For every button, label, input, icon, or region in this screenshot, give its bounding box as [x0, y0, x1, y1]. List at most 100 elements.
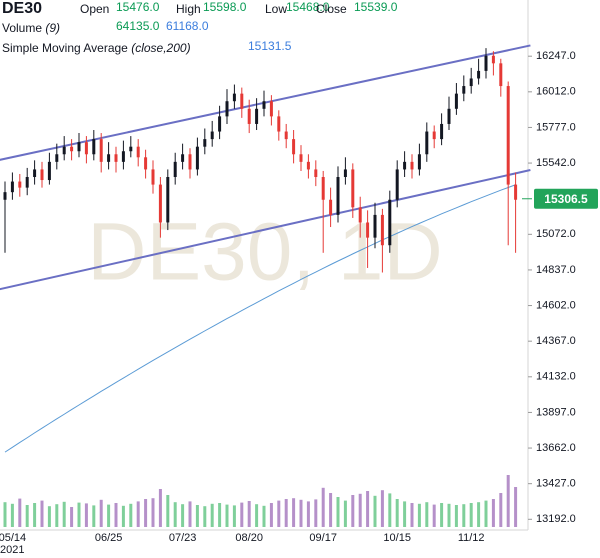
- candle-body: [314, 169, 318, 178]
- y-tick-label: 14132.0: [536, 371, 576, 383]
- low-value: 15468.0: [286, 0, 330, 14]
- volume-bar: [10, 503, 14, 527]
- candle-body: [3, 192, 7, 200]
- volume-bar: [114, 503, 118, 527]
- candle-body: [92, 139, 96, 155]
- volume-bar: [25, 505, 29, 527]
- x-tick-label: 07/23: [169, 532, 197, 544]
- candle-body: [469, 78, 473, 87]
- volume-bar: [432, 504, 436, 527]
- volume-bar: [195, 505, 199, 527]
- open-value: 15476.0: [116, 0, 160, 14]
- candle-body: [232, 93, 236, 102]
- volume-bar: [484, 500, 488, 527]
- volume-bar: [151, 498, 155, 527]
- x-tick-label: 11/12: [458, 532, 485, 544]
- volume-bar: [62, 501, 66, 527]
- volume-bar: [447, 503, 451, 527]
- volume-bar: [380, 490, 384, 527]
- sma-name: Simple Moving Average: [2, 41, 128, 55]
- candle-body: [329, 199, 333, 215]
- candle-body: [403, 161, 407, 170]
- close-label: Close: [316, 2, 347, 16]
- y-tick-label: 15542.0: [536, 157, 576, 169]
- candle-body: [380, 214, 384, 246]
- volume-bar: [262, 505, 266, 527]
- volume-bar: [314, 499, 318, 527]
- candle-body: [499, 63, 503, 87]
- y-tick-label: 13192.0: [536, 513, 576, 525]
- volume-label: Volume (9): [2, 21, 60, 35]
- candle-body: [218, 116, 222, 132]
- candle-body: [181, 154, 185, 162]
- background-layer: DE30, 1D: [0, 0, 529, 531]
- candle-body: [358, 207, 362, 223]
- volume-bar: [499, 493, 503, 527]
- volume-bar: [210, 503, 214, 527]
- candle-body: [447, 108, 451, 124]
- high-label: High: [176, 2, 201, 16]
- volume-bar: [329, 493, 333, 527]
- volume-bar: [181, 504, 185, 527]
- candle-body: [158, 184, 162, 223]
- volume-bar: [232, 505, 236, 527]
- y-tick-label: 16012.0: [536, 86, 576, 98]
- volume-bar: [247, 501, 251, 527]
- volume-bar: [173, 502, 177, 527]
- volume-bar: [47, 506, 51, 527]
- volume-bar: [158, 489, 162, 527]
- plot-layer: [0, 44, 531, 527]
- candle-body: [151, 169, 155, 185]
- candle-body: [462, 86, 466, 94]
- last-price-label: 15306.5: [544, 192, 588, 206]
- candle-body: [240, 93, 244, 109]
- candle-body: [210, 131, 214, 140]
- volume-bar: [136, 501, 140, 527]
- candle-body: [70, 146, 74, 152]
- volume-bar: [410, 503, 414, 527]
- candle-body: [477, 70, 481, 79]
- candle-body: [144, 157, 148, 170]
- candle-body: [306, 161, 310, 170]
- volume-bar: [358, 493, 362, 527]
- volume-bar: [366, 491, 370, 527]
- volume-bar: [203, 506, 207, 527]
- candle-body: [351, 169, 355, 208]
- candle-body: [47, 161, 51, 181]
- candle-body: [129, 146, 133, 152]
- y-tick-label: 14367.0: [536, 335, 576, 347]
- trendline: [0, 169, 531, 291]
- volume-bar: [33, 503, 37, 527]
- volume-name: Volume: [2, 21, 42, 35]
- x-tick-label: 09/17: [309, 532, 337, 544]
- candle-body: [373, 214, 377, 238]
- candle-body: [277, 116, 281, 132]
- candle-body: [491, 55, 495, 64]
- volume-bar: [299, 499, 303, 527]
- candle-body: [336, 177, 340, 215]
- volume-bar: [454, 505, 458, 527]
- candle-body: [203, 139, 207, 147]
- candle-body: [25, 177, 29, 188]
- volume-bar: [144, 499, 148, 527]
- volume-bar: [336, 497, 340, 527]
- candle-body: [284, 131, 288, 140]
- volume-bar: [55, 504, 59, 527]
- sma-line: [4, 184, 516, 453]
- volume-bar: [395, 499, 399, 527]
- candle-body: [195, 146, 199, 170]
- candle-body: [440, 123, 444, 140]
- candle-body: [432, 131, 436, 140]
- volume-bar: [321, 487, 325, 527]
- volume-bar: [462, 504, 466, 527]
- candle-body: [225, 101, 229, 117]
- volume-bar: [121, 505, 125, 527]
- candle-body: [173, 161, 177, 178]
- y-tick-label: 15777.0: [536, 121, 576, 133]
- high-value: 15598.0: [203, 0, 247, 14]
- candle-body: [321, 177, 325, 200]
- y-tick-label: 13427.0: [536, 478, 576, 490]
- volume-bar: [477, 502, 481, 527]
